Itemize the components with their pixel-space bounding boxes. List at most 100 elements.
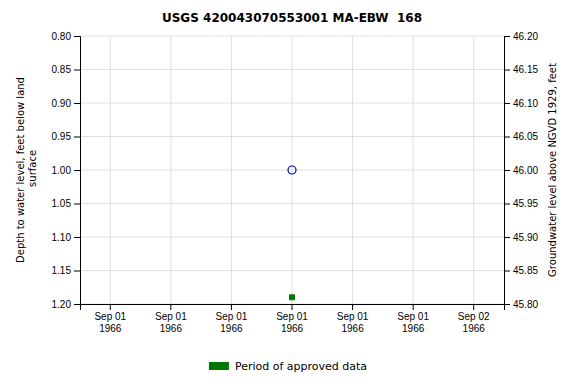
tick-label: Sep 011966 [337,311,369,334]
tick-mark [170,304,171,310]
tick: 45.85 [504,265,538,276]
axis-line [74,37,81,305]
tick-mark [504,103,510,104]
title: USGS 420043070553001 MA-EBW 168 [162,11,422,25]
tick-label-line: Sep 01 [397,311,429,322]
tick-mark [74,204,80,205]
legend-label: Period of approved data [235,360,367,373]
tick-mark [110,304,111,310]
tick-mark [504,271,510,272]
tick-label-line: Sep 01 [155,311,187,322]
y2-axis: 46.20 46.15 46.10 46.05 46.00 45.95 45.90 45.85… [504,31,538,310]
grid-line [231,36,232,304]
tick: 0.85 [52,64,80,75]
point [290,295,295,300]
legend-item: Period of approved data [209,360,367,373]
tick-label-line: 1966 [281,323,304,334]
tick: 46.10 [504,98,538,109]
tick-mark [74,137,80,138]
tick-label-line: Sep 01 [276,311,308,322]
tick-label: 45.95 [513,198,538,209]
tick-mark [413,304,414,310]
legend-swatch [209,362,229,370]
tick-label-line: Sep 01 [216,311,248,322]
tick-label: 46.15 [513,64,538,75]
tick-label: 0.85 [52,64,72,75]
tick-mark [504,70,510,71]
tick: 46.15 [504,64,538,75]
tick-label-line: 1966 [402,323,425,334]
grid-line [110,36,111,304]
grid-line [170,36,171,304]
tick-mark [504,36,510,37]
tick: Sep 011966 [94,304,126,334]
grid-line [352,36,353,304]
tick-mark [504,204,510,205]
tick-label-line: 1966 [220,323,243,334]
axis-line [505,37,511,305]
tick-mark [504,137,510,138]
tick: 1.00 [52,165,80,176]
tick-label-line: Sep 01 [337,311,369,322]
point [288,166,296,174]
tick-label-line: 1966 [463,323,486,334]
tick-label-line: 1966 [99,323,122,334]
tick-label: 45.85 [513,265,538,276]
tick-label: 1.00 [52,165,72,176]
y2-axis-title: Groundwater level above NGVD 1929, feet [547,63,558,277]
tick-mark [504,170,510,171]
tick-label-line: 1966 [341,323,364,334]
tick: 46.20 [504,31,538,42]
tick: 1.20 [52,299,80,310]
tick-mark [74,304,80,305]
y-axis-title-line: Depth to water level, feet below land [15,77,26,263]
tick-mark [74,170,80,171]
tick: 46.05 [504,131,538,142]
tick-label-line: 1966 [160,323,183,334]
tick-label: 0.90 [52,98,72,109]
tick: Sep 011966 [276,304,308,334]
y-axis: 0.800.850.900.951.001.051.101.151.20 [52,31,81,310]
tick-label-line: Sep 02 [458,311,490,322]
grid [80,36,504,304]
tick: Sep 011966 [397,304,429,334]
tick: 45.95 [504,198,538,209]
tick-mark [352,304,353,310]
tick: Sep 011966 [337,304,369,334]
tick: 0.90 [52,98,80,109]
tick-label: Sep 011966 [276,311,308,334]
tick-mark [74,271,80,272]
x-axis: Sep 011966Sep 011966Sep 011966Sep 011966… [81,304,505,334]
tick-label: 0.80 [52,31,72,42]
tick: 0.95 [52,131,80,142]
tick-mark [473,304,474,310]
tick-label: Sep 011966 [155,311,187,334]
tick-label: 46.05 [513,131,538,142]
tick-mark [504,237,510,238]
y-axis-title: Depth to water level, feet below land su… [15,77,38,263]
tick-label: 46.00 [513,165,538,176]
tick: 1.15 [52,265,80,276]
tick: Sep 011966 [216,304,248,334]
tick-label: Sep 011966 [397,311,429,334]
chart: Sep 011966Sep 011966Sep 011966Sep 011966… [0,0,576,384]
grid-line [473,36,474,304]
tick-label-line: Sep 01 [94,311,126,322]
tick: 45.90 [504,232,538,243]
tick-mark [74,237,80,238]
tick-label: 45.90 [513,232,538,243]
tick-mark [74,103,80,104]
tick: Sep 021966 [458,304,490,334]
tick: Sep 011966 [155,304,187,334]
tick-label: Sep 011966 [94,311,126,334]
tick-mark [292,304,293,310]
tick-label: 0.95 [52,131,72,142]
grid-line [292,36,293,304]
tick-mark [231,304,232,310]
tick-label: Sep 011966 [216,311,248,334]
tick-label: 1.15 [52,265,72,276]
legend: Period of approved data [209,360,367,373]
tick-label: 45.80 [513,299,538,310]
y-axis-title-line: surface [27,150,38,190]
tick-label: 1.20 [52,299,72,310]
